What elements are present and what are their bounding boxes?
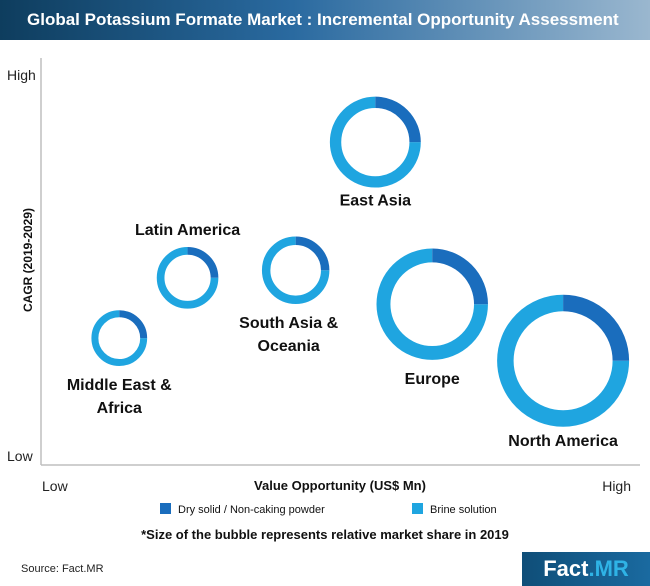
source-label: Source: Fact.MR xyxy=(21,563,104,575)
bubble-label: North America xyxy=(508,433,618,450)
bubble-brine-segment xyxy=(376,248,488,360)
bubble-dry-segment xyxy=(295,236,330,271)
chart-title: Global Potassium Formate Market : Increm… xyxy=(27,10,619,29)
y-axis-low-label: Low xyxy=(7,448,34,464)
legend-swatch xyxy=(412,503,423,514)
footnote: *Size of the bubble represents relative … xyxy=(141,527,509,542)
factmr-logo: Fact .MR xyxy=(522,552,650,586)
logo-text-part1: Fact xyxy=(543,556,589,581)
bubble-label: East Asia xyxy=(340,193,412,210)
bubble-label: Oceania xyxy=(258,338,320,355)
x-axis-high-label: High xyxy=(602,478,631,494)
bubble-label: Latin America xyxy=(135,222,240,239)
y-axis-high-label: High xyxy=(7,67,36,83)
bubble-label: Europe xyxy=(405,371,460,388)
logo-text-part2: .MR xyxy=(588,556,629,581)
bubble-dry-segment xyxy=(562,294,630,362)
bubble-chart: High Low Low High Value Opportunity (US$ Mn)… xyxy=(7,58,640,516)
bubble-brine-segment xyxy=(497,294,630,427)
bubble-dry-segment xyxy=(431,248,488,305)
bubble-label: Middle East & xyxy=(67,377,172,394)
bubble-brine-segment xyxy=(261,236,330,304)
bubble-label: Africa xyxy=(97,400,142,417)
x-axis-low-label: Low xyxy=(42,478,69,494)
bubble-dry-segment xyxy=(119,310,148,339)
bubble-brine-segment xyxy=(156,247,219,309)
title-bar: Global Potassium Formate Market : Increm… xyxy=(0,0,650,40)
bubble-dry-segment xyxy=(187,247,219,279)
bubble-label: South Asia & xyxy=(239,315,338,332)
bubble-brine-segment xyxy=(329,96,421,188)
bubble-brine-segment xyxy=(91,310,148,366)
legend-label: Dry solid / Non-caking powder xyxy=(178,504,325,516)
legend-label: Brine solution xyxy=(430,504,497,516)
legend-swatch xyxy=(160,503,171,514)
x-axis-title: Value Opportunity (US$ Mn) xyxy=(254,478,426,493)
bubble-dry-segment xyxy=(375,96,421,143)
y-axis-title: CAGR (2019-2029) xyxy=(21,208,35,312)
